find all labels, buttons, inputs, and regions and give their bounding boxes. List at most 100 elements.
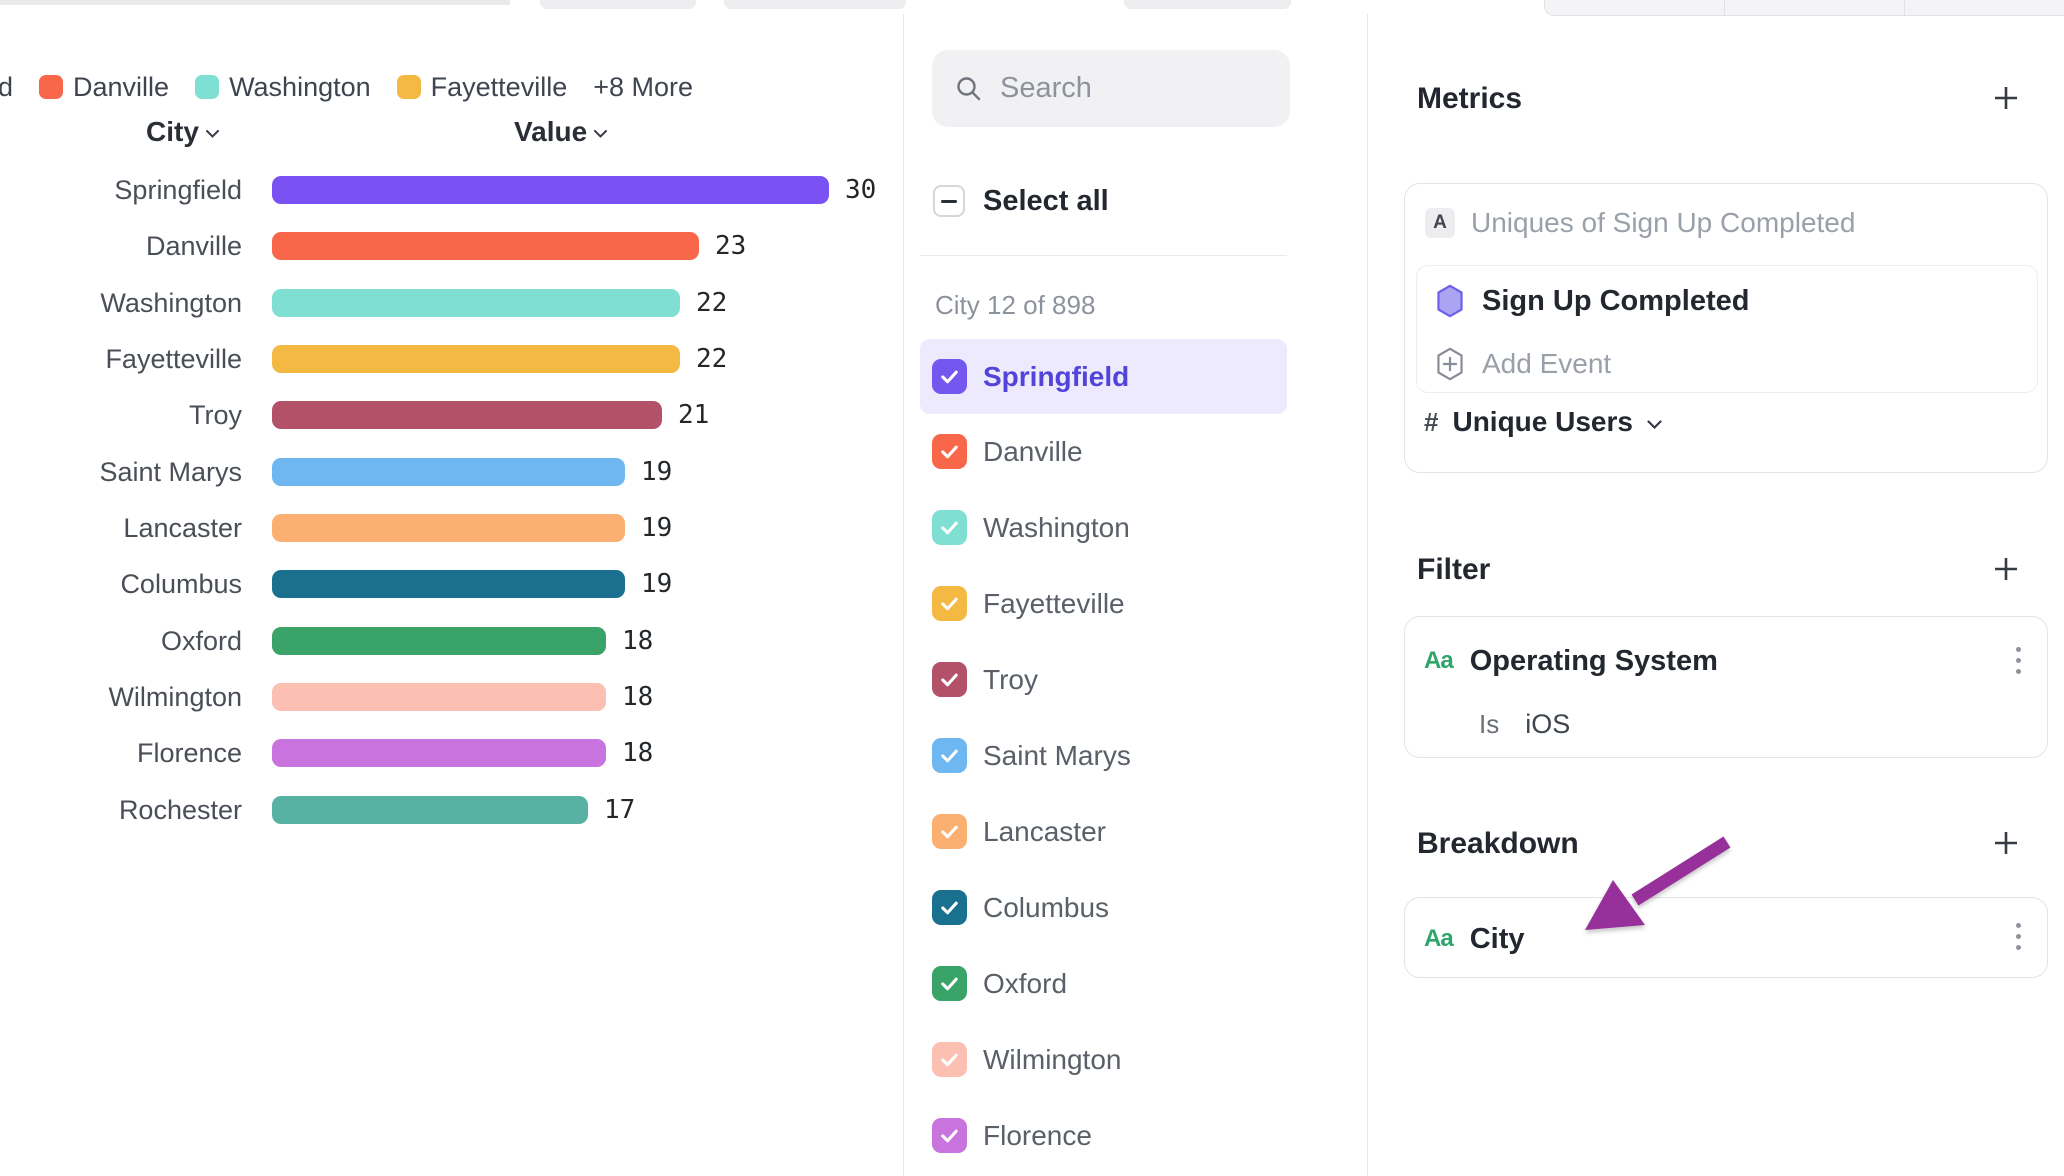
bar[interactable] — [272, 514, 625, 542]
event-row[interactable]: Sign Up Completed — [1435, 281, 1749, 321]
bar-row-oxford[interactable]: Oxford 18 — [0, 627, 686, 656]
city-list-item-troy[interactable]: Troy — [920, 642, 1287, 717]
bar-row-danville[interactable]: Danville 23 — [0, 231, 779, 261]
check-icon — [941, 673, 958, 687]
legend-item-danville[interactable]: Danville — [39, 72, 169, 103]
measure-selector[interactable]: # Unique Users — [1424, 402, 1662, 442]
check-icon — [941, 977, 958, 991]
checkbox-checked[interactable] — [932, 359, 967, 394]
bar-value-label: 21 — [678, 400, 710, 430]
legend-item-clipped: ld — [0, 71, 14, 102]
measure-label: Unique Users — [1452, 406, 1633, 437]
city-list-item-saint-marys[interactable]: Saint Marys — [920, 718, 1287, 793]
select-all-row[interactable]: Select all — [933, 185, 1109, 217]
filter-property-name: Operating System — [1469, 644, 1718, 677]
legend-more-button[interactable]: +8 More — [593, 71, 694, 102]
city-label: Saint Marys — [983, 739, 1131, 771]
bar[interactable] — [272, 232, 699, 260]
search-icon — [957, 76, 981, 100]
bar-value-label: 19 — [641, 513, 673, 543]
filter-kebab-menu[interactable] — [2016, 647, 2021, 674]
breakdown-property-row[interactable]: Aa City — [1424, 919, 1524, 959]
add-event-label: Add Event — [1482, 348, 1612, 379]
checkbox-checked[interactable] — [932, 434, 967, 469]
bar[interactable] — [272, 345, 680, 373]
legend-item-washington[interactable]: Washington — [195, 72, 371, 103]
metrics-section-title: Metrics — [1417, 82, 1523, 115]
bar[interactable] — [272, 289, 680, 317]
tab-remnant-3 — [1124, 0, 1291, 9]
bar[interactable] — [272, 683, 606, 711]
bar[interactable] — [272, 176, 829, 204]
search-box[interactable] — [932, 50, 1290, 127]
bar-value-label: 23 — [715, 231, 747, 261]
bar-value-label: 18 — [622, 738, 654, 768]
segmented-control-remnant[interactable] — [1544, 0, 2064, 16]
select-all-checkbox-indeterminate[interactable] — [933, 185, 965, 217]
checkbox-checked[interactable] — [932, 738, 967, 773]
filter-property-row[interactable]: Aa Operating System — [1424, 641, 1718, 681]
city-list-item-fayetteville[interactable]: Fayetteville — [920, 566, 1287, 641]
bar[interactable] — [272, 739, 606, 767]
breakdown-card[interactable]: Aa City — [1404, 897, 2048, 978]
add-event-row[interactable]: Add Event — [1435, 344, 1611, 384]
city-list-item-oxford[interactable]: Oxford — [920, 946, 1287, 1021]
search-input[interactable] — [998, 71, 1252, 106]
checkbox-checked[interactable] — [932, 662, 967, 697]
checkbox-checked[interactable] — [932, 966, 967, 1001]
event-name: Sign Up Completed — [1482, 284, 1750, 317]
checkbox-checked[interactable] — [932, 814, 967, 849]
bar-row-florence[interactable]: Florence 18 — [0, 738, 686, 768]
tab-remnant-1 — [540, 0, 696, 9]
city-list-item-lancaster[interactable]: Lancaster — [920, 794, 1287, 869]
legend-swatch — [39, 75, 64, 99]
column-header-city[interactable]: City — [146, 116, 219, 148]
checkbox-checked[interactable] — [932, 1042, 967, 1077]
city-list-item-danville[interactable]: Danville — [920, 414, 1287, 489]
city-list-item-columbus[interactable]: Columbus — [920, 870, 1287, 945]
column-header-value[interactable]: Value — [514, 116, 608, 148]
bar-row-wilmington[interactable]: Wilmington 18 — [0, 682, 686, 712]
bar[interactable] — [272, 627, 606, 655]
filter-value: iOS — [1525, 708, 1571, 739]
bar-row-lancaster[interactable]: Lancaster 19 — [0, 513, 705, 543]
add-event-hexagon-plus-icon — [1437, 347, 1463, 381]
city-list-item-wilmington[interactable]: Wilmington — [920, 1022, 1287, 1097]
add-filter-button[interactable] — [1992, 555, 2020, 583]
bar[interactable] — [272, 570, 625, 598]
city-list-item-springfield[interactable]: Springfield — [920, 339, 1287, 414]
legend-item-fayetteville[interactable]: Fayetteville — [396, 72, 567, 103]
filter-condition[interactable]: Is iOS — [1479, 706, 1570, 742]
check-icon — [941, 901, 958, 915]
bar-row-washington[interactable]: Washington 22 — [0, 289, 760, 318]
city-label: Oxford — [983, 967, 1068, 999]
chart-panel-divider — [903, 14, 904, 1176]
add-breakdown-button[interactable] — [1992, 829, 2020, 857]
bar-row-columbus[interactable]: Columbus 19 — [0, 570, 705, 599]
chevron-down-icon — [205, 130, 219, 138]
breakdown-property-name: City — [1469, 922, 1525, 955]
bar[interactable] — [272, 458, 625, 486]
bar-value-label: 17 — [604, 795, 636, 825]
event-card[interactable]: Sign Up Completed Add Event — [1416, 265, 2038, 393]
checkbox-checked[interactable] — [932, 1118, 967, 1153]
metric-card[interactable]: A Uniques of Sign Up Completed Sign Up C… — [1404, 183, 2048, 473]
filter-card[interactable]: Aa Operating System Is iOS — [1404, 616, 2048, 758]
bar-category-label: Rochester — [118, 795, 242, 825]
city-list-item-washington[interactable]: Washington — [920, 490, 1287, 565]
checkbox-checked[interactable] — [932, 586, 967, 621]
bar-row-rochester[interactable]: Rochester 17 — [0, 795, 668, 825]
bar[interactable] — [272, 401, 662, 429]
breakdown-kebab-menu[interactable] — [2016, 923, 2021, 950]
add-metric-button[interactable] — [1992, 84, 2020, 112]
annotation-arrow-pointing-to-breakdown-city — [1585, 836, 1731, 930]
bar-row-fayetteville[interactable]: Fayetteville 22 — [0, 345, 760, 374]
bar-row-springfield[interactable]: Springfield 30 — [0, 176, 909, 205]
bar-row-saint-marys[interactable]: Saint Marys 19 — [0, 458, 705, 487]
checkbox-checked[interactable] — [932, 890, 967, 925]
bar[interactable] — [272, 796, 588, 824]
checkbox-checked[interactable] — [932, 510, 967, 545]
city-list-item-florence[interactable]: Florence — [920, 1098, 1287, 1173]
bar-row-troy[interactable]: Troy 21 — [0, 400, 742, 430]
bar-category-label: Wilmington — [108, 682, 242, 712]
